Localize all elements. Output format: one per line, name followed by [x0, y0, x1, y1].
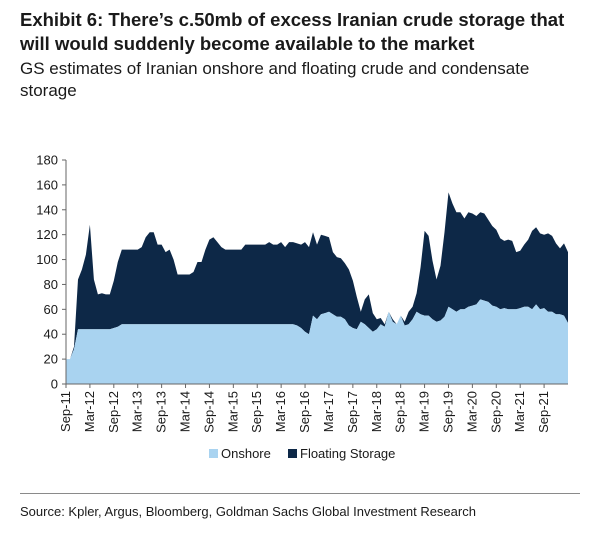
series-area-onshore: [66, 299, 568, 384]
x-tick-label: Sep-19: [440, 391, 455, 433]
x-tick-label: Sep-13: [154, 391, 169, 433]
x-tick-label: Mar-15: [225, 391, 240, 432]
x-tick-label: Sep-18: [393, 391, 408, 433]
x-tick-label: Sep-21: [536, 391, 551, 433]
legend-label-floating-storage: Floating Storage: [300, 446, 395, 461]
y-tick-label: 160: [36, 177, 58, 192]
y-tick-label: 60: [44, 302, 58, 317]
y-tick-label: 120: [36, 227, 58, 242]
x-tick-label: Mar-14: [178, 391, 193, 432]
x-tick-label: Sep-11: [58, 391, 73, 432]
y-tick-label: 180: [36, 153, 58, 168]
x-tick-label: Sep-16: [297, 391, 312, 433]
stacked-area-chart: 0 20 40 60 80 100 120 140 160 180 Sep-11 Mar-12 Sep-…: [36, 153, 568, 461]
y-tick-label: 40: [44, 327, 58, 342]
source-note: Source: Kpler, Argus, Bloomberg, Goldman…: [20, 504, 476, 519]
x-tick-label: Mar-12: [82, 391, 97, 432]
series-area-floating-storage: [66, 192, 568, 360]
y-tick-label: 0: [51, 377, 58, 392]
x-tick-label: Sep-14: [201, 391, 216, 433]
x-tick-label: Sep-15: [249, 391, 264, 433]
x-tick-label: Sep-20: [488, 391, 503, 433]
legend-label-onshore: Onshore: [221, 446, 271, 461]
chart-subtitle: GS estimates of Iranian onshore and floa…: [20, 59, 530, 100]
x-tick-label: Sep-17: [345, 391, 360, 433]
y-tick-label: 140: [36, 202, 58, 217]
footer-divider: [20, 493, 580, 494]
x-tick-label: Mar-18: [369, 391, 384, 432]
x-tick-label: Sep-12: [106, 391, 121, 433]
chart-title: Exhibit 6: There’s c.50mb of excess Iran…: [20, 9, 565, 54]
x-tick-label: Mar-19: [417, 391, 432, 432]
legend-swatch-floating-storage: [288, 449, 297, 458]
x-tick-label: Mar-13: [130, 391, 145, 432]
x-tick-label: Mar-21: [512, 391, 527, 432]
x-tick-label: Mar-20: [464, 391, 479, 432]
x-tick-label: Mar-17: [321, 391, 336, 432]
y-tick-label: 20: [44, 352, 58, 367]
y-tick-label: 80: [44, 277, 58, 292]
y-tick-label: 100: [36, 252, 58, 267]
legend-swatch-onshore: [209, 449, 218, 458]
x-tick-label: Mar-16: [273, 391, 288, 432]
